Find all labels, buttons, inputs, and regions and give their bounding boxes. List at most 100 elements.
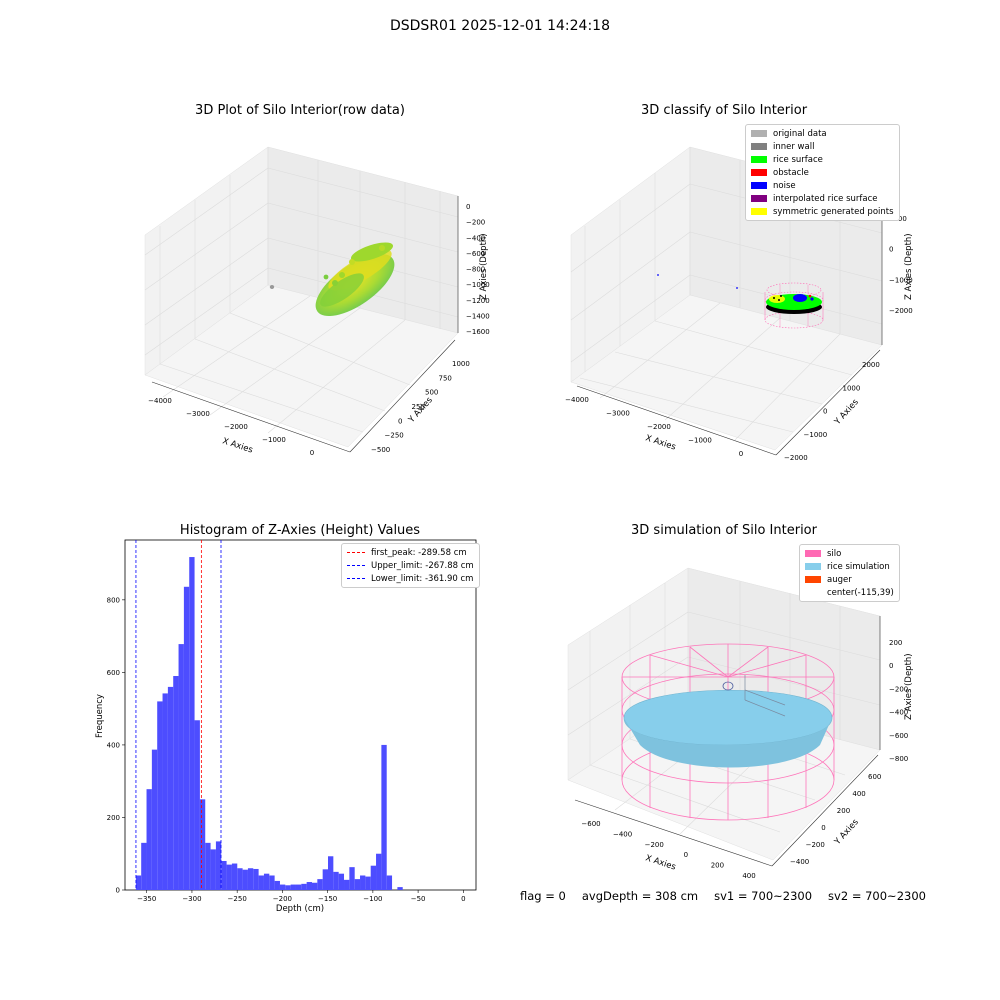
histogram-bar bbox=[221, 860, 227, 890]
plot2-y-tick-label: 1000 bbox=[843, 384, 861, 392]
plot4-legend: silo rice simulation auger center(-115,39) bbox=[799, 544, 900, 602]
plot4-x-tick-label: 400 bbox=[742, 872, 755, 880]
plot2-z-tick-label: 0 bbox=[889, 246, 893, 254]
plot1-x-tick-label: −3000 bbox=[186, 410, 210, 418]
histogram-bar bbox=[141, 842, 147, 890]
histogram-title: Histogram of Z-Axies (Height) Values bbox=[179, 523, 421, 538]
status-sv1: sv1 = 700~2300 bbox=[714, 889, 813, 903]
histogram-bar bbox=[258, 875, 264, 890]
histogram-bar bbox=[173, 676, 179, 890]
plot2-x-tick-label: −4000 bbox=[565, 396, 589, 404]
plot2-z-label: Z Axies (Depth) bbox=[904, 233, 914, 300]
histogram-bar bbox=[210, 849, 216, 890]
plot1-y-tick-label: 750 bbox=[439, 374, 452, 382]
plot1-y-tick-label: 500 bbox=[425, 389, 438, 397]
histogram-legend: first_peak: -289.58 cm Upper_limit: -267.… bbox=[341, 543, 480, 588]
plot4-x-tick-label: −600 bbox=[581, 820, 600, 828]
plot4-z-tick-label: −800 bbox=[889, 755, 908, 763]
plot4-y-tick-label: 200 bbox=[837, 807, 850, 815]
plot1-z-tick-label: −600 bbox=[466, 250, 485, 258]
plot4-legend-item: center(-115,39) bbox=[827, 587, 894, 598]
plot4-x-tick-label: −200 bbox=[645, 841, 664, 849]
histogram-x-tick-label: −150 bbox=[318, 895, 337, 903]
figure-title: DSDSR01 2025-12-01 14:24:18 bbox=[389, 18, 610, 34]
plot2-x-tick-label: 0 bbox=[739, 450, 743, 458]
histogram-bar bbox=[290, 884, 296, 890]
plot4-y-tick-label: 0 bbox=[821, 824, 825, 832]
histogram-bar bbox=[157, 701, 163, 890]
plot4-legend-item: silo bbox=[805, 547, 894, 560]
histogram-bar bbox=[381, 744, 387, 890]
plot2-x-tick-label: −1000 bbox=[688, 437, 712, 445]
histogram-bar bbox=[135, 875, 142, 890]
histogram-bar bbox=[322, 869, 329, 890]
plot4-z-tick-label: −600 bbox=[889, 732, 908, 740]
plot4-title: 3D simulation of Silo Interior bbox=[631, 523, 817, 538]
histogram-y-label: Frequency bbox=[95, 694, 105, 738]
histogram-y-tick-label: 600 bbox=[107, 669, 120, 677]
plot1-x-tick-label: −2000 bbox=[224, 423, 248, 431]
histogram-bar bbox=[279, 884, 286, 890]
plot2-y-label: Y Axies bbox=[832, 397, 861, 428]
plot4-z-tick-label: −200 bbox=[889, 685, 908, 693]
histogram-bar bbox=[215, 841, 222, 890]
plot1-y-tick-label: 250 bbox=[412, 403, 425, 411]
plot2-y-tick-label: −1000 bbox=[804, 431, 828, 439]
plot2-legend-item: inner wall bbox=[751, 140, 894, 153]
plot4-x-label: X Axies bbox=[644, 853, 677, 872]
plot2-legend-item: noise bbox=[751, 179, 894, 192]
plot1-z-label: Z Axies (Depth) bbox=[479, 233, 489, 300]
plot4-z-tick-label: 200 bbox=[889, 639, 902, 647]
histogram-bar bbox=[376, 853, 382, 890]
plot4-legend-item: auger bbox=[805, 573, 894, 586]
plot1-x-label: X Axies bbox=[221, 436, 254, 455]
plot1-3d-axes bbox=[144, 146, 459, 453]
histogram-bar bbox=[162, 693, 168, 890]
histogram-x-label: Depth (cm) bbox=[276, 904, 324, 914]
histogram-bar bbox=[317, 879, 323, 890]
plot2-title: 3D classify of Silo Interior bbox=[640, 103, 808, 118]
plot2-legend-item: obstacle bbox=[751, 166, 894, 179]
plot2-z-tick-label: −1000 bbox=[889, 276, 913, 284]
histogram-bar bbox=[189, 557, 195, 890]
histogram-bar bbox=[365, 876, 371, 890]
histogram-y-tick-label: 200 bbox=[107, 814, 120, 822]
status-avg-depth: avgDepth = 308 cm bbox=[581, 889, 699, 903]
plot1-z-tick-label: −1600 bbox=[466, 328, 490, 336]
histogram-bar bbox=[205, 842, 211, 890]
histogram-bar bbox=[178, 644, 184, 890]
status-sv2: sv2 = 700~2300 bbox=[828, 889, 926, 903]
plot1-z-tick-label: −1200 bbox=[466, 297, 490, 305]
plot4-y-tick-label: −400 bbox=[790, 858, 809, 866]
plot1-y-tick-label: −250 bbox=[385, 432, 404, 440]
histogram-bar bbox=[285, 885, 291, 890]
status-flag: flag = 0 bbox=[520, 889, 566, 903]
histogram-x-tick-label: −50 bbox=[411, 895, 426, 903]
plot1-z-tick-label: −1400 bbox=[466, 312, 490, 320]
histogram-bar bbox=[306, 882, 312, 890]
plot4-3d-axes bbox=[567, 567, 881, 867]
histogram-y-tick-label: 800 bbox=[107, 596, 120, 604]
histogram-bar bbox=[263, 873, 270, 890]
histogram-x-tick-label: 0 bbox=[461, 895, 465, 903]
histogram-y-tick-label: 0 bbox=[116, 887, 120, 895]
plot4-x-tick-label: 200 bbox=[711, 862, 724, 870]
histogram-bar bbox=[146, 789, 152, 890]
histogram-bar bbox=[183, 586, 190, 890]
histogram-bar bbox=[360, 875, 366, 890]
histogram-bar bbox=[247, 868, 254, 890]
plot4-legend-item: rice simulation bbox=[805, 560, 894, 573]
histogram-bar bbox=[338, 873, 345, 890]
plot4-z-label: Z Axies (Depth) bbox=[904, 653, 914, 720]
histogram-x-tick-label: −350 bbox=[137, 895, 156, 903]
histogram-bar bbox=[328, 856, 334, 890]
histogram-bar bbox=[253, 868, 259, 890]
plot2-y-tick-label: 2000 bbox=[862, 361, 880, 369]
plot1-z-tick-label: −400 bbox=[466, 234, 485, 242]
plot1-z-tick-label: −800 bbox=[466, 266, 485, 274]
plot1-z-tick-label: 0 bbox=[466, 203, 470, 211]
histogram-bar bbox=[242, 869, 248, 890]
histogram-bar bbox=[344, 879, 350, 890]
histogram-bar bbox=[311, 882, 318, 890]
histogram-bar bbox=[370, 865, 377, 890]
